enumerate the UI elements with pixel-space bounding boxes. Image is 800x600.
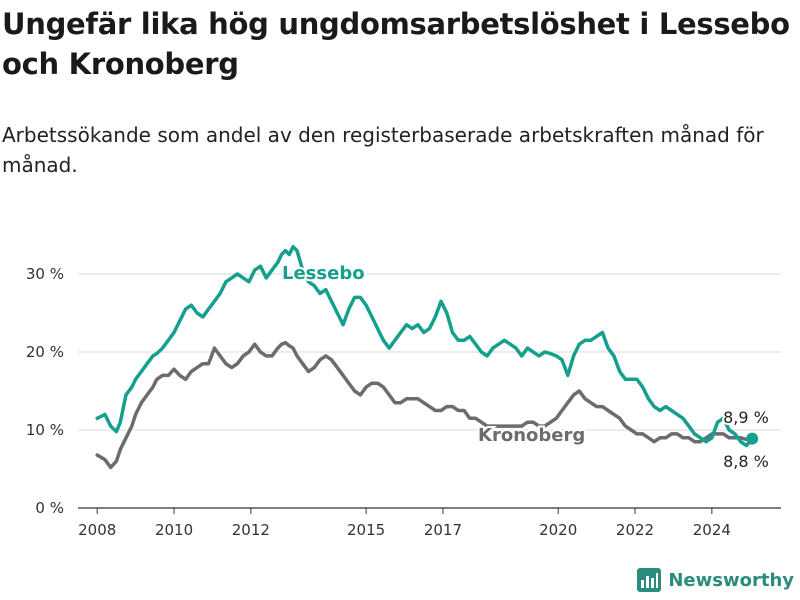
series-label-kronoberg: Kronoberg [478,425,585,446]
y-tick-label: 30 % [26,265,64,283]
x-tick-label: 2024 [693,521,731,539]
x-tick-label: 2012 [232,521,270,539]
series-label-lessebo: Lessebo [282,263,365,284]
newsworthy-logo: Newsworthy [636,566,794,594]
chart-subtitle: Arbetssökande som andel av den registerb… [2,123,764,177]
logo-text: Newsworthy [668,569,794,591]
series-lines [95,244,759,470]
newsworthy-chart-icon [637,568,662,592]
x-tick-label: 2008 [78,521,116,539]
y-tick-label: 10 % [26,421,64,439]
end-value-label-kronoberg: 8,8 % [723,452,769,471]
series-labels: Lessebo Kronoberg 8,9 % 8,8 % [280,261,771,473]
x-tick-label: 2020 [539,521,577,539]
chart-title: Ungefär lika hög ungdomsarbetslöshet i L… [2,7,790,81]
y-tick-label: 20 % [26,343,64,361]
series-line-kronoberg [95,340,754,470]
x-tick-label: 2010 [155,521,193,539]
grid-lines [78,273,781,509]
end-point-lessebo [746,432,759,445]
x-tick-label: 2017 [424,521,462,539]
y-tick-label: 0 % [35,499,64,517]
y-axis-ticks: 0 % 10 % 20 % 30 % [26,265,64,517]
series-line-lessebo [95,244,754,448]
x-tick-label: 2022 [616,521,654,539]
x-axis-ticks: 2008 2010 2012 2015 2017 2020 2022 2024 [78,508,731,539]
x-tick-label: 2015 [347,521,385,539]
end-value-label-lessebo: 8,9 % [723,408,769,427]
